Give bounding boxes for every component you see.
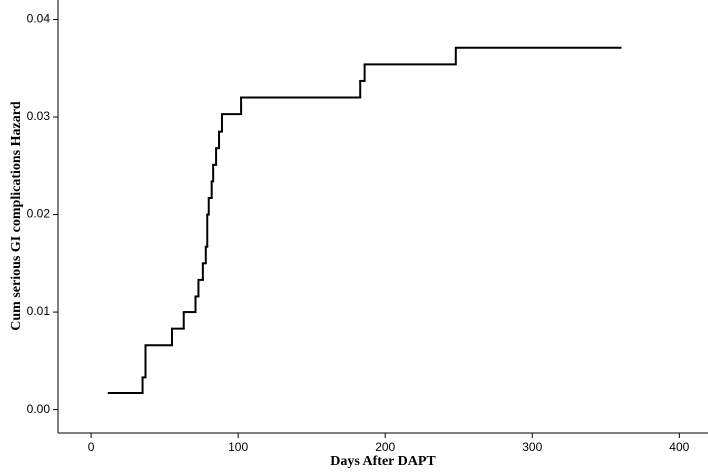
y-tick-label: 0.03 <box>27 109 51 123</box>
x-axis-title: Days After DAPT <box>330 454 436 469</box>
y-tick-label: 0.02 <box>27 207 51 221</box>
x-tick-label: 0 <box>88 440 95 454</box>
y-tick-label: 0.01 <box>27 304 51 318</box>
x-tick-label: 100 <box>228 440 248 454</box>
y-axis-title: Cum serious GI complications Hazard <box>9 101 24 331</box>
y-tick-label: 0.04 <box>27 12 51 26</box>
x-tick-label: 300 <box>522 440 542 454</box>
x-tick-label: 400 <box>669 440 689 454</box>
x-tick-label: 200 <box>375 440 395 454</box>
y-tick-label: 0.00 <box>27 402 51 416</box>
